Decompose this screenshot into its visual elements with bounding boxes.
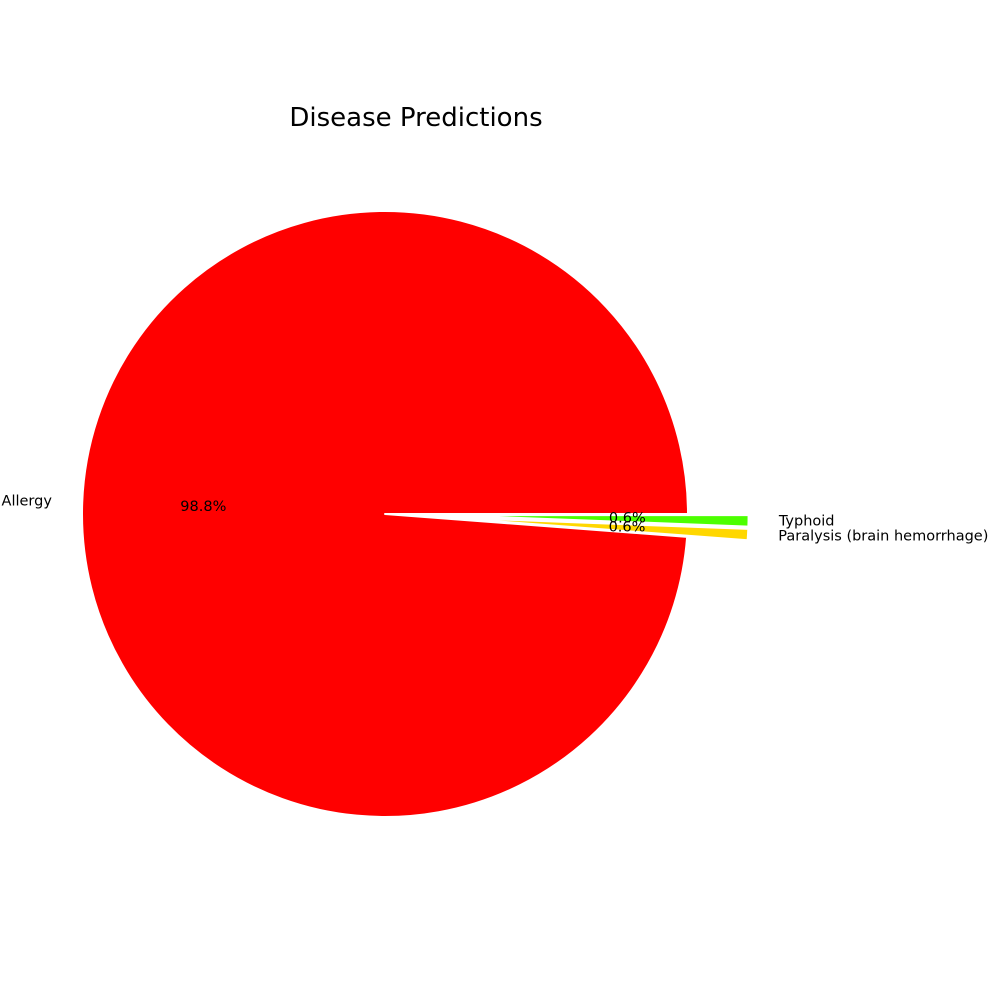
slice-label-allergy: Allergy (2, 493, 53, 509)
pie-slice-paralysis-brain-hemorrhage (444, 516, 750, 542)
chart-title: Disease Predictions (289, 103, 542, 133)
pie-labels: Allergy 98.8% Paralysis (brain hemorrhage)… (2, 493, 989, 544)
slice-label-paralysis-brain-hemorrhage: Paralysis (brain hemorrhage) (778, 528, 988, 544)
pie-slice-typhoid (444, 514, 750, 528)
slice-percent-allergy: 98.8% (180, 499, 226, 515)
slice-percent-paralysis-brain-hemorrhage: 0.6% (609, 520, 646, 536)
slice-label-typhoid: Typhoid (778, 513, 835, 529)
pie-slice-allergy (81, 210, 689, 818)
pie-slices (81, 210, 750, 818)
slice-percent-typhoid: 0.6% (609, 511, 646, 527)
